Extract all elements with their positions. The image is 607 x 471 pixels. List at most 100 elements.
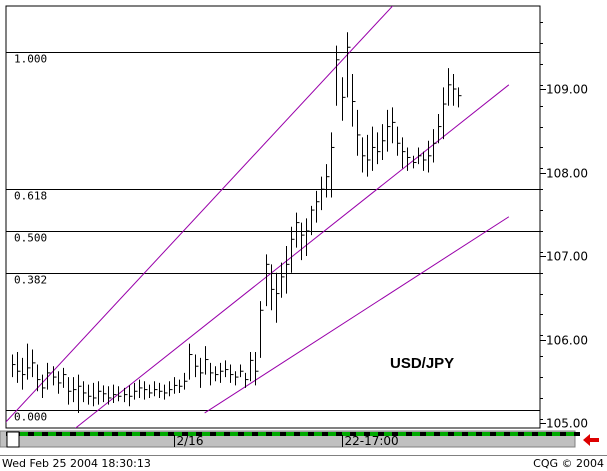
scroll-gap (28, 432, 34, 436)
scroll-dash (48, 432, 56, 436)
scroll-dash (286, 432, 294, 436)
scroll-gap (112, 432, 118, 436)
scroll-dash (160, 432, 168, 436)
x-tick-label: 22-17:00 (345, 434, 399, 448)
scroll-dash (496, 432, 504, 436)
scroll-gap (490, 432, 496, 436)
scroll-dash (272, 432, 280, 436)
scroll-dash (188, 432, 196, 436)
scroll-dash (314, 432, 322, 436)
scroll-gap (266, 432, 272, 436)
x-tick-label: 2/16 (177, 434, 204, 448)
scroll-gap (84, 432, 90, 436)
y-tick-label: 106.00 (546, 334, 588, 348)
scroll-gap (42, 432, 48, 436)
scroll-gap (350, 432, 356, 436)
scroll-dash (426, 432, 434, 436)
status-timestamp: Wed Feb 25 2004 18:30:13 (2, 457, 151, 470)
scroll-dash (356, 432, 364, 436)
scroll-gap (434, 432, 440, 436)
fib-label: 0.000 (14, 411, 47, 424)
scroll-gap (504, 432, 510, 436)
scroll-dash (230, 432, 238, 436)
scroll-gap (322, 432, 328, 436)
scroll-dash (146, 432, 154, 436)
scroll-thumb[interactable] (6, 431, 20, 448)
channel-line (74, 84, 510, 428)
scroll-dash (90, 432, 98, 436)
scroll-gap (280, 432, 286, 436)
scroll-gap (546, 432, 552, 436)
y-tick-label: 105.00 (546, 417, 588, 431)
scroll-dash (202, 432, 210, 436)
y-tick-label: 108.00 (546, 167, 588, 181)
scroll-dash (328, 432, 336, 436)
scroll-dash (440, 432, 448, 436)
scroll-dash (384, 432, 392, 436)
plot-frame (5, 5, 541, 429)
scroll-dash (468, 432, 476, 436)
scroll-gap (448, 432, 454, 436)
fib-label: 0.618 (14, 190, 47, 203)
scroll-dash (510, 432, 518, 436)
scroll-gap (462, 432, 468, 436)
scroll-dash (244, 432, 252, 436)
scroll-gap (378, 432, 384, 436)
scroll-gap (168, 432, 174, 436)
scroll-dash (174, 432, 182, 436)
scroll-gap (518, 432, 524, 436)
scroll-dash (552, 432, 560, 436)
y-tick-label: 107.00 (546, 250, 588, 264)
scroll-gap (238, 432, 244, 436)
scroll-dash (132, 432, 140, 436)
scroll-dash (76, 432, 84, 436)
fib-label: 0.500 (14, 232, 47, 245)
scroll-gap (294, 432, 300, 436)
scroll-gap (420, 432, 426, 436)
scroll-dash (34, 432, 42, 436)
scroll-gap (574, 432, 580, 436)
scroll-gap (252, 432, 258, 436)
scroll-dash (412, 432, 420, 436)
scroll-gap (196, 432, 202, 436)
scroll-dash (538, 432, 546, 436)
fib-label: 1.000 (14, 53, 47, 66)
scroll-dash (370, 432, 378, 436)
scroll-gap (56, 432, 62, 436)
scroll-dash (482, 432, 490, 436)
scroll-gap (476, 432, 482, 436)
scroll-gap (406, 432, 412, 436)
plot-area: 1.000 0.618 0.500 0.382 0.000 (6, 6, 540, 428)
scroll-gap (364, 432, 370, 436)
fib-label: 0.382 (14, 274, 47, 287)
scroll-dash (20, 432, 28, 436)
scroll-gap (140, 432, 146, 436)
scroll-gap (154, 432, 160, 436)
scroll-dash (216, 432, 224, 436)
scroll-dash (118, 432, 126, 436)
scroll-gap (308, 432, 314, 436)
scroll-dash (524, 432, 532, 436)
scroll-gap (182, 432, 188, 436)
scroll-dash (342, 432, 350, 436)
scroll-gap (224, 432, 230, 436)
scroll-gap (126, 432, 132, 436)
scroll-gap (560, 432, 566, 436)
scroll-dash (258, 432, 266, 436)
scroll-gap (392, 432, 398, 436)
scroll-gap (210, 432, 216, 436)
scroll-dash (62, 432, 70, 436)
scroll-dash (300, 432, 308, 436)
scroll-gap (70, 432, 76, 436)
scroll-left-arrow-icon[interactable] (583, 434, 599, 446)
scroll-gap (532, 432, 538, 436)
scroll-dash (566, 432, 574, 436)
scroll-gap (336, 432, 342, 436)
channel-line (6, 6, 394, 423)
y-tick-label: 109.00 (546, 83, 588, 97)
scroll-gap (98, 432, 104, 436)
status-copyright: CQG © 2004 (533, 457, 604, 470)
symbol-label: USD/JPY (390, 355, 454, 372)
scroll-dash (454, 432, 462, 436)
